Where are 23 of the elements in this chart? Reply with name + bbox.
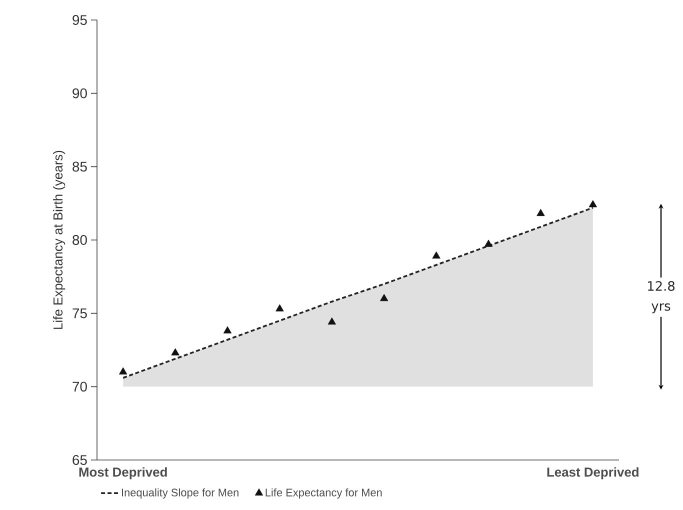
y-tick-label: 90 — [72, 88, 87, 98]
point — [536, 208, 545, 216]
y-tick-label: 65 — [72, 455, 87, 465]
y-tick-label: 80 — [72, 235, 87, 245]
legend-label: Life Expectancy for Men — [266, 488, 382, 499]
y-tick-label: 85 — [72, 162, 87, 172]
y-tick-label: 95 — [72, 15, 87, 25]
point — [484, 240, 493, 247]
point — [171, 348, 180, 356]
point — [328, 317, 336, 325]
point — [588, 200, 597, 208]
text: 12.8 yrs — [648, 281, 675, 314]
point — [119, 367, 128, 374]
point — [223, 326, 232, 334]
point — [432, 251, 440, 259]
x-tick-label: Least Deprived — [547, 467, 638, 480]
point — [276, 304, 284, 312]
y-tick-label: 70 — [72, 382, 87, 392]
point — [380, 294, 388, 302]
legend-label: Inequality Slope for Men — [122, 488, 238, 499]
y-axis-title: Life Expectancy at Birth (years) — [53, 150, 66, 329]
y-tick-label: 75 — [72, 308, 87, 318]
x-tick-label: Most Deprived — [79, 467, 167, 480]
